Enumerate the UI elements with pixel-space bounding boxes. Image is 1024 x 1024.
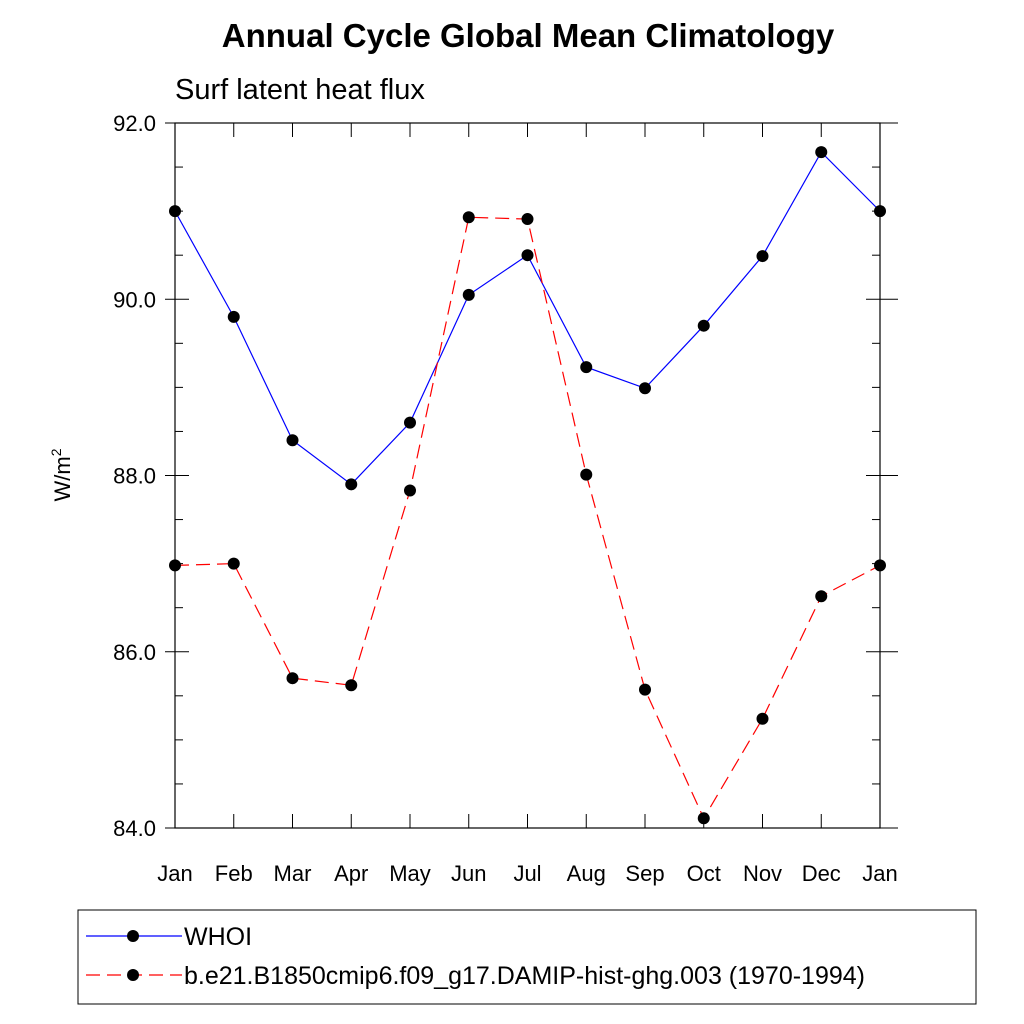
data-point — [756, 712, 769, 725]
y-tick-label: 92.0 — [113, 111, 156, 136]
legend-label-0: WHOI — [184, 923, 252, 951]
x-tick-labels: Jan Feb Mar Apr May Jun Jul Aug Sep Oct Nov Dec Jan — [157, 861, 897, 886]
x-tick-label: Apr — [334, 861, 368, 886]
legend-label-1: b.e21.B1850cmip6.f09_g17.DAMIP-hist-ghg.… — [184, 962, 865, 990]
data-point — [756, 250, 769, 263]
series-line-1 — [174, 216, 881, 820]
x-tick-label: Dec — [802, 861, 841, 886]
data-point — [286, 434, 299, 447]
x-tick-label: Oct — [687, 861, 721, 886]
data-point — [286, 672, 299, 685]
series-0 — [169, 146, 886, 491]
x-tick-label: Jul — [513, 861, 541, 886]
y-tick-label: 90.0 — [113, 287, 156, 312]
axis-ticks — [165, 122, 898, 829]
x-tick-label: Nov — [743, 861, 782, 886]
plot-frame — [174, 122, 881, 829]
data-point — [462, 288, 475, 301]
x-tick-label: Jan — [862, 861, 897, 886]
series-layer — [169, 146, 886, 825]
data-point — [697, 319, 710, 332]
data-point — [815, 590, 828, 603]
data-point — [404, 484, 416, 497]
x-tick-label: May — [389, 861, 431, 886]
series-1 — [169, 211, 886, 825]
data-point — [227, 557, 240, 570]
data-point — [639, 683, 651, 696]
y-tick-label: 86.0 — [113, 640, 156, 665]
chart-title: Annual Cycle Global Mean Climatology — [222, 17, 835, 54]
series-line-0 — [174, 151, 881, 486]
legend-marker-0 — [127, 930, 139, 942]
data-point — [815, 146, 828, 159]
data-point — [462, 211, 475, 224]
chart-subtitle: Surf latent heat flux — [175, 74, 425, 106]
x-tick-label: Jun — [451, 861, 486, 886]
data-point — [580, 361, 593, 374]
x-tick-label: Jan — [157, 861, 192, 886]
y-axis-label-text: W/m — [50, 456, 75, 501]
data-point — [639, 382, 651, 395]
data-point — [345, 679, 358, 692]
data-point — [521, 249, 534, 262]
x-tick-label: Mar — [274, 861, 312, 886]
data-point — [580, 468, 593, 481]
data-point — [404, 416, 416, 429]
x-tick-label: Sep — [625, 861, 664, 886]
y-axis-label-superscript: 2 — [48, 448, 64, 456]
x-tick-label: Aug — [567, 861, 606, 886]
legend-marker-1 — [127, 969, 139, 981]
data-point — [345, 478, 358, 491]
legend-box — [77, 909, 977, 1005]
y-tick-labels: 84.0 86.0 88.0 90.0 92.0 — [113, 111, 156, 841]
data-point — [227, 310, 240, 323]
svg-text:W/m2: W/m2 — [48, 448, 75, 501]
y-axis-label: W/m2 — [48, 448, 75, 501]
x-tick-label: Feb — [215, 861, 253, 886]
y-tick-label: 84.0 — [113, 816, 156, 841]
data-point — [697, 812, 710, 825]
data-point — [521, 213, 534, 226]
y-tick-label: 88.0 — [113, 464, 156, 489]
legend: WHOI b.e21.B1850cmip6.f09_g17.DAMIP-hist-… — [86, 923, 865, 990]
